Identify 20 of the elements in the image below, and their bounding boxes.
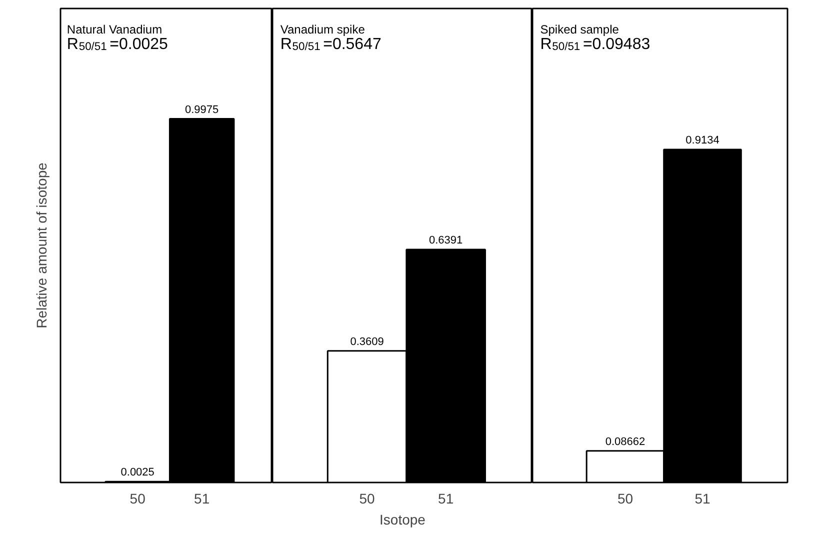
data-label: 0.6391 xyxy=(429,234,463,246)
x-tick-label: 51 xyxy=(438,490,454,506)
text: Natural Vanadium xyxy=(66,22,162,36)
text: R50/51=0.5647 xyxy=(280,36,382,53)
text: Vanadium spike xyxy=(280,22,366,36)
x-tick-label: 51 xyxy=(694,490,710,506)
x-tick-label: 51 xyxy=(194,490,210,506)
data-label: 0.08662 xyxy=(605,436,646,448)
data-label: 0.0025 xyxy=(120,466,154,479)
y-axis-title: Relative amount of isotope xyxy=(34,162,50,328)
text: Spiked sample xyxy=(540,22,620,36)
data-label: 0.9134 xyxy=(686,134,720,146)
x-axis-title: Isotope xyxy=(380,512,426,528)
text: R50/51=0.09483 xyxy=(540,36,650,53)
text: R50/51=0.0025 xyxy=(66,36,168,53)
data-label: 0.9975 xyxy=(185,104,219,116)
x-tick-label: 50 xyxy=(359,490,376,506)
data-label: 0.3609 xyxy=(350,336,384,348)
x-tick-label: 50 xyxy=(617,490,634,506)
x-tick-label: 50 xyxy=(130,490,146,506)
